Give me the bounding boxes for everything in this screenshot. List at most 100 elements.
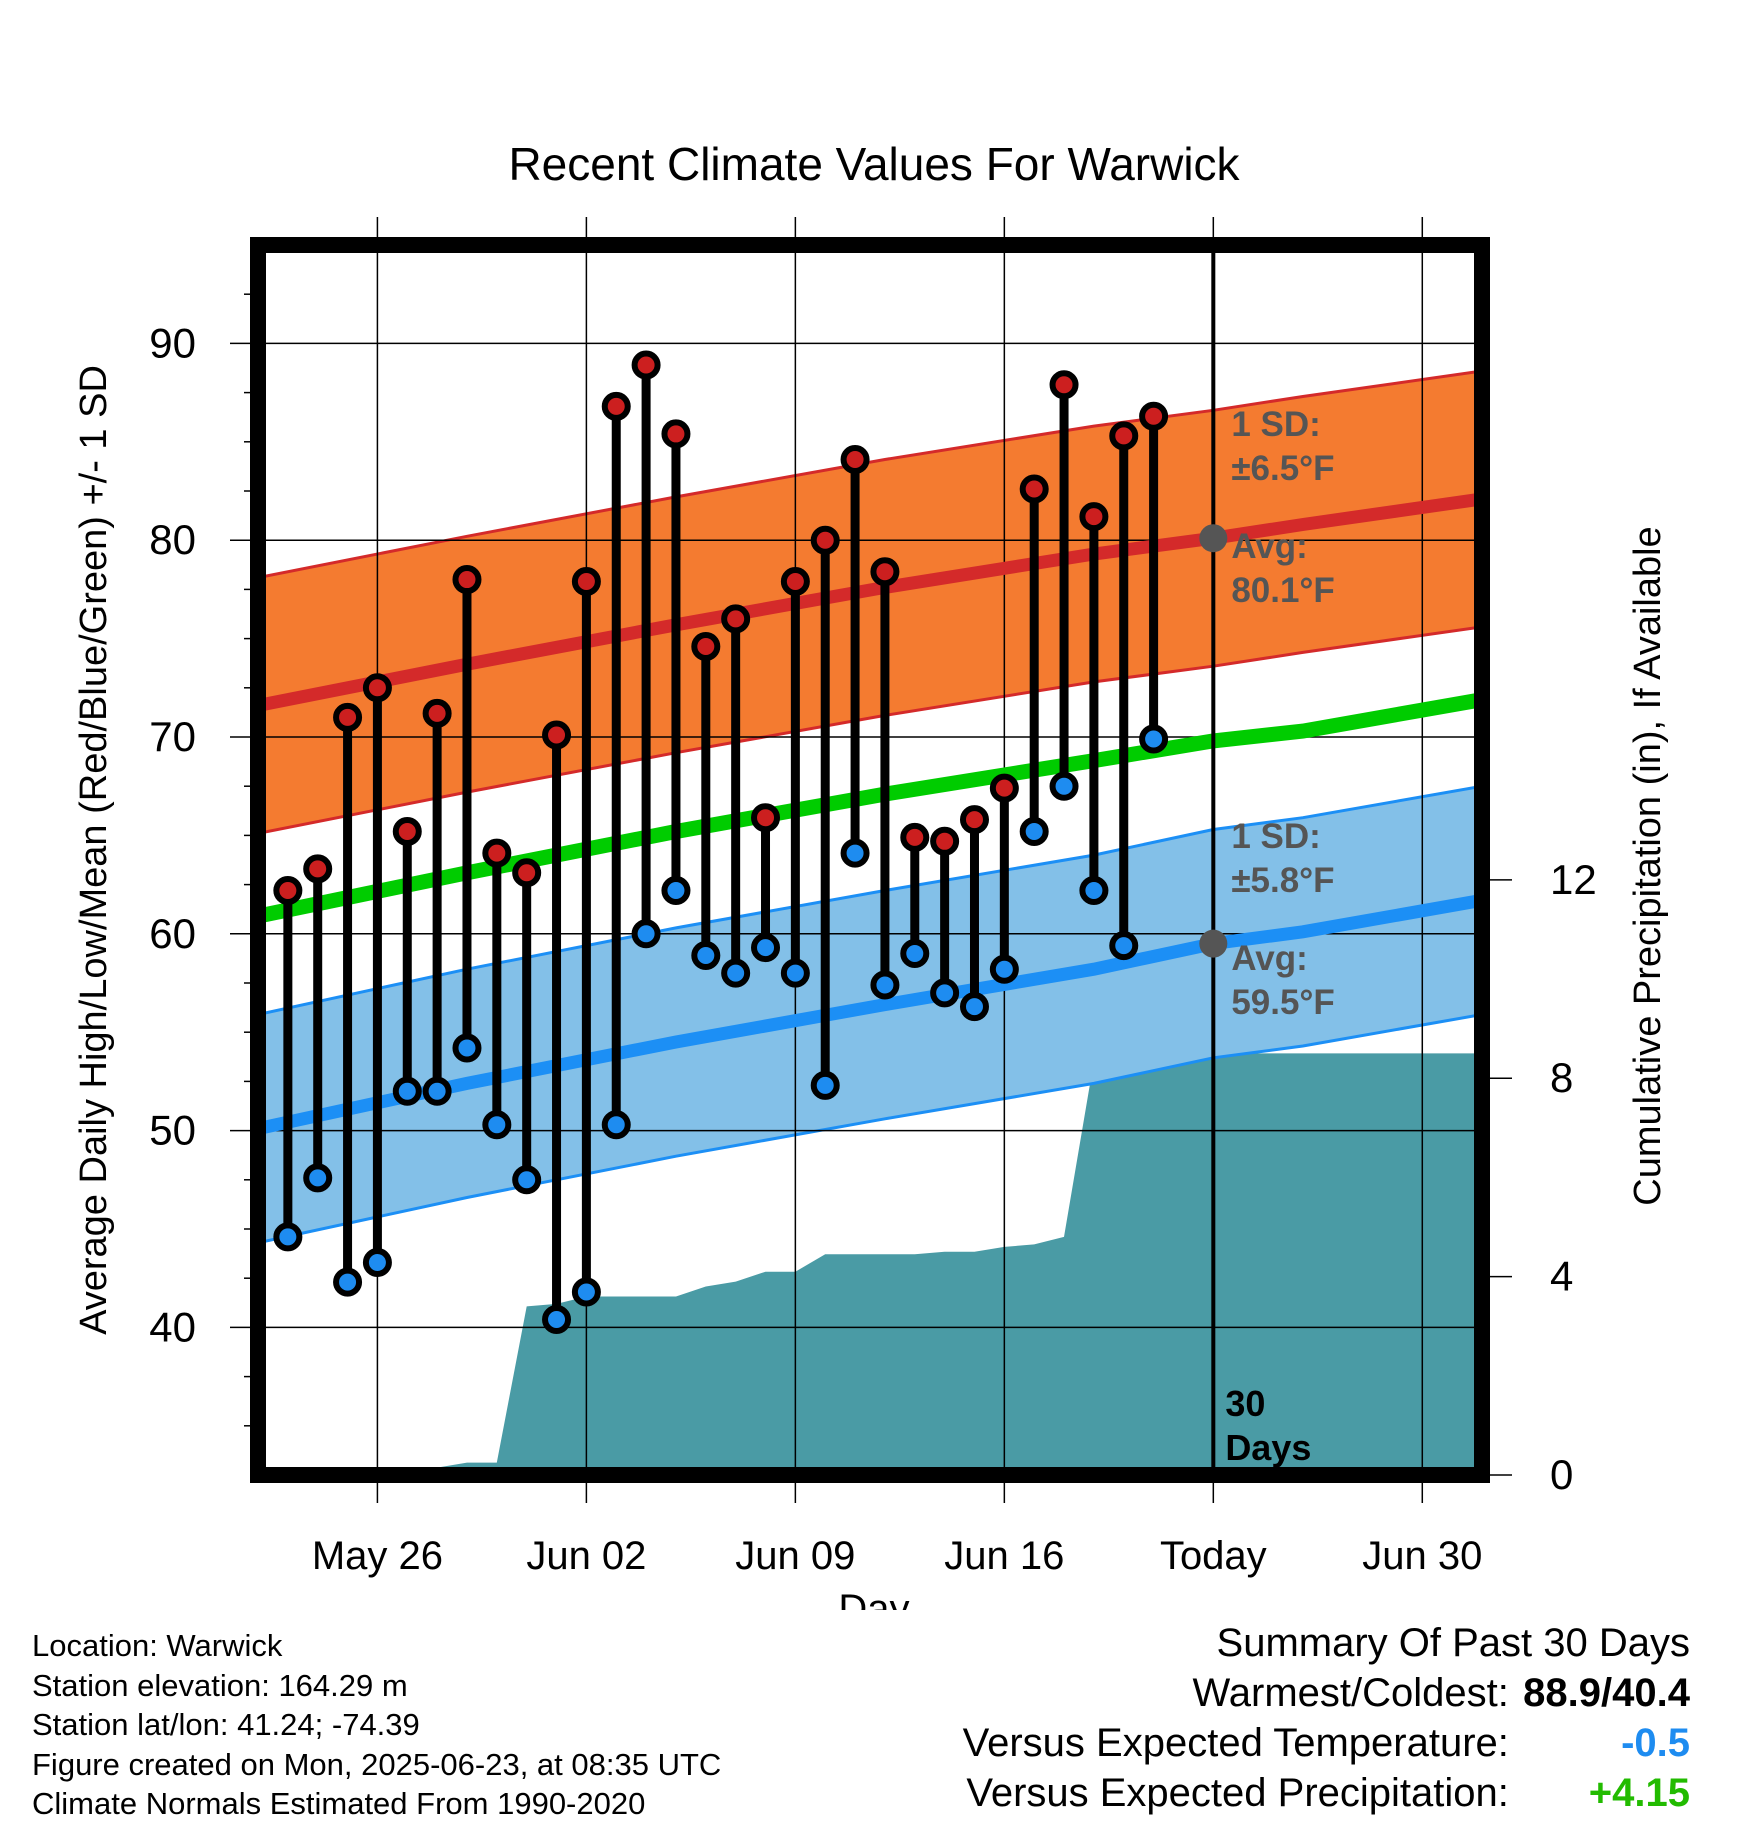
high-sd-label: 1 SD: <box>1231 405 1320 444</box>
daily-high-point <box>1172 0 1195 12</box>
daily-low-point <box>840 838 870 868</box>
high-avg-value: 80.1°F <box>1231 571 1335 610</box>
low-band-upper-edge <box>258 784 1482 1016</box>
daily-high-point <box>780 567 810 597</box>
daily-high-point <box>542 720 572 750</box>
daily-low-point <box>482 1110 512 1140</box>
x-axis-label: Day <box>838 1587 909 1610</box>
y-tick-label-left: 90 <box>149 319 196 366</box>
high-sd-band <box>258 371 1482 834</box>
daily-low-point <box>1139 724 1169 754</box>
daily-low-point <box>661 876 691 906</box>
daily-high-point <box>930 826 960 856</box>
daily-low-point <box>303 1163 333 1193</box>
window-label-days: Days <box>1225 1427 1311 1468</box>
today-avg-low-marker <box>1199 929 1228 958</box>
daily-low-point <box>1109 931 1139 961</box>
y-axis-label-left: Average Daily High/Low/Mean (Red/Blue/Gr… <box>73 365 115 1335</box>
daily-high-point <box>810 525 840 555</box>
daily-low-point <box>691 940 721 970</box>
daily-low-point <box>751 933 781 963</box>
daily-high-point <box>452 565 482 595</box>
daily-high-point <box>333 702 363 732</box>
x-tick-label: Today <box>1160 1534 1267 1578</box>
low-avg-value: 59.5°F <box>1231 983 1335 1022</box>
daily-high-point <box>422 698 452 728</box>
chart-title: Recent Climate Values For Warwick <box>508 138 1240 190</box>
x-tick-label: Jun 09 <box>735 1534 855 1578</box>
daily-high-point <box>751 803 781 833</box>
low-avg-label: Avg: <box>1231 939 1307 978</box>
warmest-coldest-label: Warmest/Coldest: <box>1192 1671 1509 1715</box>
temp-departure-value: -0.5 <box>1621 1721 1690 1765</box>
daily-low-point <box>392 1076 422 1106</box>
plot-area: May 26 Jun 02 Jun 09 Jun 16 Today Jun 3040506… <box>149 0 1597 1578</box>
daily-high-point <box>870 557 900 587</box>
summary-panel: Summary Of Past 30 Days Warmest/Coldest:… <box>963 1618 1690 1818</box>
daily-high-point <box>1019 474 1049 504</box>
y-tick-label-left: 70 <box>149 713 196 760</box>
latlon-text: Station lat/lon: 41.24; -74.39 <box>32 1707 420 1742</box>
daily-high-point <box>1109 421 1139 451</box>
daily-high-point <box>362 673 392 703</box>
warmest-coldest-row: Warmest/Coldest: 88.9/40.4 <box>963 1668 1691 1718</box>
daily-low-point <box>1019 816 1049 846</box>
y-tick-label-left: 80 <box>149 516 196 563</box>
daily-high-point <box>571 567 601 597</box>
normals-text: Climate Normals Estimated From 1990-2020 <box>32 1786 646 1821</box>
daily-high-point <box>631 350 661 380</box>
daily-high-point <box>1139 401 1169 431</box>
daily-low-point <box>362 1247 392 1277</box>
window-label-number: 30 <box>1225 1383 1265 1424</box>
daily-low-point <box>1172 0 1195 12</box>
avg-low-line <box>258 893 1482 1135</box>
daily-high-point <box>900 822 930 852</box>
y-tick-label-right: 4 <box>1550 1253 1573 1300</box>
daily-high-point <box>959 805 989 835</box>
daily-low-point <box>333 1267 363 1297</box>
daily-low-point <box>900 938 930 968</box>
warmest-coldest-value: 88.9/40.4 <box>1523 1671 1690 1715</box>
today-avg-high-marker <box>1199 524 1228 553</box>
high-band-lower-edge <box>258 625 1482 835</box>
daily-low-point <box>273 1222 303 1252</box>
y-tick-label-right: 12 <box>1550 856 1597 903</box>
climate-chart: Recent Climate Values For Warwick May 26… <box>73 0 1669 1610</box>
daily-high-point <box>482 838 512 868</box>
daily-low-point <box>422 1076 452 1106</box>
y-tick-label-left: 60 <box>149 910 196 957</box>
daily-high-point <box>840 445 870 475</box>
summary-title: Summary Of Past 30 Days <box>1216 1621 1690 1665</box>
elevation-text: Station elevation: 164.29 m <box>32 1667 408 1703</box>
daily-high-point <box>392 816 422 846</box>
precip-departure-row: Versus Expected Precipitation: +4.15 <box>963 1768 1690 1818</box>
temp-departure-label: Versus Expected Temperature: <box>962 1721 1509 1765</box>
precip-area <box>258 1053 1482 1475</box>
x-tick-label: May 26 <box>312 1534 443 1578</box>
station-info: Location: Warwick Station elevation: 164… <box>32 1626 721 1824</box>
temp-departure-row: Versus Expected Temperature: -0.5 <box>963 1718 1690 1768</box>
daily-low-point <box>631 919 661 949</box>
high-avg-label: Avg: <box>1231 527 1307 566</box>
daily-high-point <box>661 419 691 449</box>
daily-low-point <box>512 1165 542 1195</box>
daily-high-point <box>1079 502 1109 532</box>
daily-low-point <box>810 1070 840 1100</box>
daily-high-point <box>273 876 303 906</box>
daily-high-point <box>1049 370 1079 400</box>
y-tick-label-left: 50 <box>149 1107 196 1154</box>
plot-frame <box>250 237 1490 1483</box>
y-axis-label-right: Cumulative Precipitation (in), If Availa… <box>1627 526 1669 1205</box>
daily-low-point <box>721 958 751 988</box>
daily-low-point <box>542 1305 572 1335</box>
plot-inner <box>258 0 1482 1475</box>
precip-departure-label: Versus Expected Precipitation: <box>966 1771 1509 1815</box>
daily-low-point <box>1049 771 1079 801</box>
low-sd-label: 1 SD: <box>1231 817 1320 856</box>
daily-high-point <box>721 604 751 634</box>
daily-high-point <box>303 854 333 884</box>
low-sd-value: ±5.8°F <box>1231 861 1334 900</box>
daily-high-point <box>601 391 631 421</box>
x-tick-label: Jun 16 <box>944 1534 1064 1578</box>
daily-low-point <box>1079 876 1109 906</box>
